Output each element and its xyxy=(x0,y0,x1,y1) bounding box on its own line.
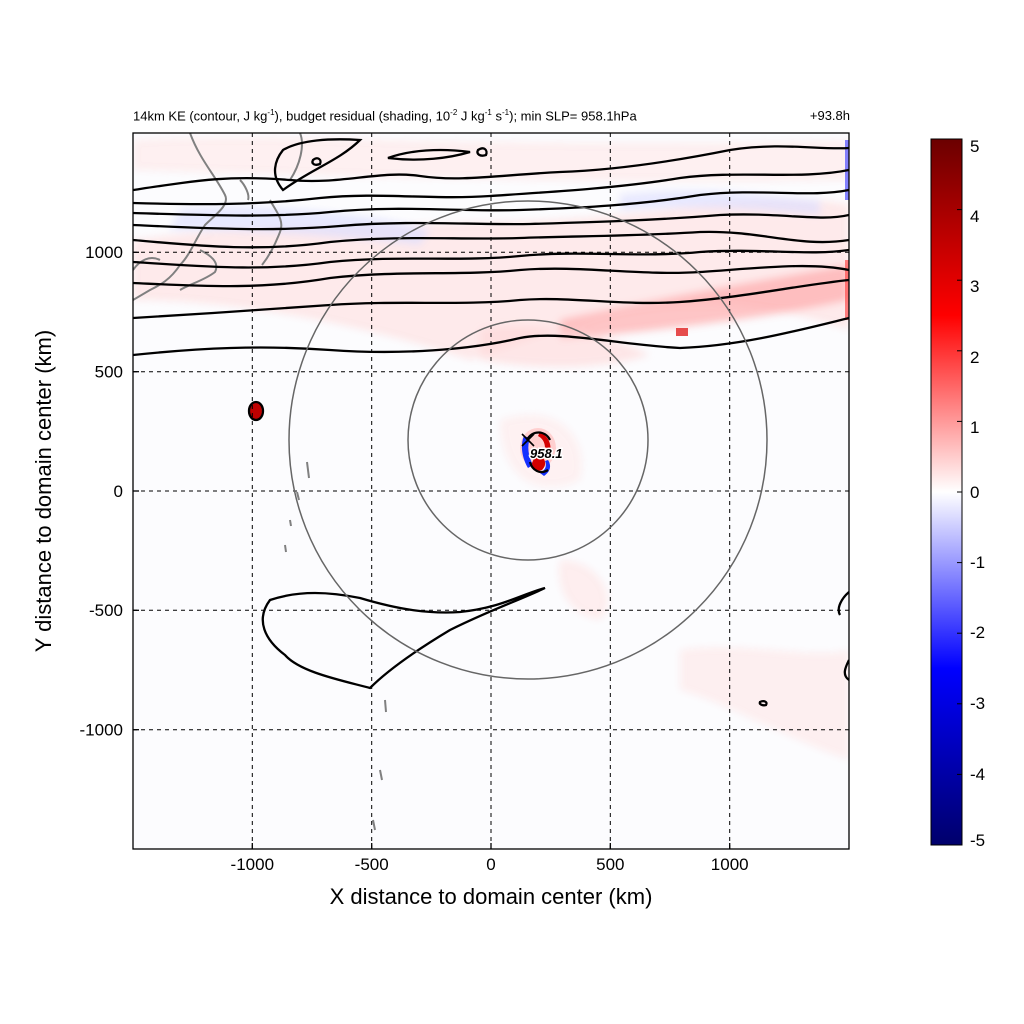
colorbar-gradient xyxy=(930,138,963,846)
colorbar-tick-label: -5 xyxy=(970,831,985,850)
title-part: ); min SLP= 958.1hPa xyxy=(509,108,637,124)
title-superscript: -1 xyxy=(484,108,492,117)
forecast-time-label: +93.8h xyxy=(809,108,850,123)
x-tick-label: 500 xyxy=(596,855,624,874)
y-tick-label: 0 xyxy=(114,482,123,501)
title-superscript: -1 xyxy=(267,108,275,117)
title-part: s xyxy=(491,108,502,124)
range-rings xyxy=(288,200,768,680)
range-ring-500km xyxy=(407,319,649,561)
colorbar-tick-label: 3 xyxy=(970,277,979,296)
y-tick-label: -1000 xyxy=(80,721,123,740)
title-superscript: -2 xyxy=(450,108,458,117)
y-axis xyxy=(133,251,139,731)
y-tick-labels: 1000 500 0 -500 -1000 xyxy=(80,243,123,740)
y-tick-label: -500 xyxy=(89,601,123,620)
colorbar-tick-label: 5 xyxy=(970,137,979,156)
title-part: J kg xyxy=(457,108,485,124)
y-axis-label: Y distance to domain center (km) xyxy=(31,329,56,653)
range-ring-1000km xyxy=(288,200,768,680)
min-slp-label: 958.1 xyxy=(530,446,563,461)
ke-contours xyxy=(133,138,849,707)
x-tick-label: 0 xyxy=(486,855,495,874)
x-tick-label: 1000 xyxy=(711,855,749,874)
storm-center-marker: 958.1 xyxy=(521,433,564,463)
y-tick-label: 500 xyxy=(95,363,123,382)
title-part: ), budget residual (shading, 10 xyxy=(274,108,451,124)
y-tick-label: 1000 xyxy=(85,243,123,262)
colorbar-tick-label: -4 xyxy=(970,765,985,784)
storm-center-x-icon xyxy=(521,433,535,447)
colorbar-tick-label: 1 xyxy=(970,418,979,437)
coastline xyxy=(133,133,387,831)
x-tick-label: -1000 xyxy=(231,855,274,874)
title-superscript: -1 xyxy=(502,108,510,117)
x-axis-label: X distance to domain center (km) xyxy=(329,884,653,909)
colorbar-tick-label: 0 xyxy=(970,483,979,502)
colorbar-tick-label: -1 xyxy=(970,553,985,572)
chart-title: 14km KE (contour, J kg-1), budget residu… xyxy=(133,108,637,123)
colorbar: 5 4 3 2 1 0 -1 -2 -3 -4 -5 xyxy=(930,137,985,850)
colorbar-tick-label: 2 xyxy=(970,348,979,367)
title-part: 14km KE (contour, J kg xyxy=(133,108,268,124)
colorbar-tick-label: -2 xyxy=(970,623,985,642)
x-tick-labels: -1000 -500 0 500 1000 xyxy=(231,855,749,874)
colorbar-tick-label: 4 xyxy=(970,207,979,226)
x-tick-label: -500 xyxy=(355,855,389,874)
colorbar-tick-label: -3 xyxy=(970,694,985,713)
x-axis xyxy=(251,843,731,849)
